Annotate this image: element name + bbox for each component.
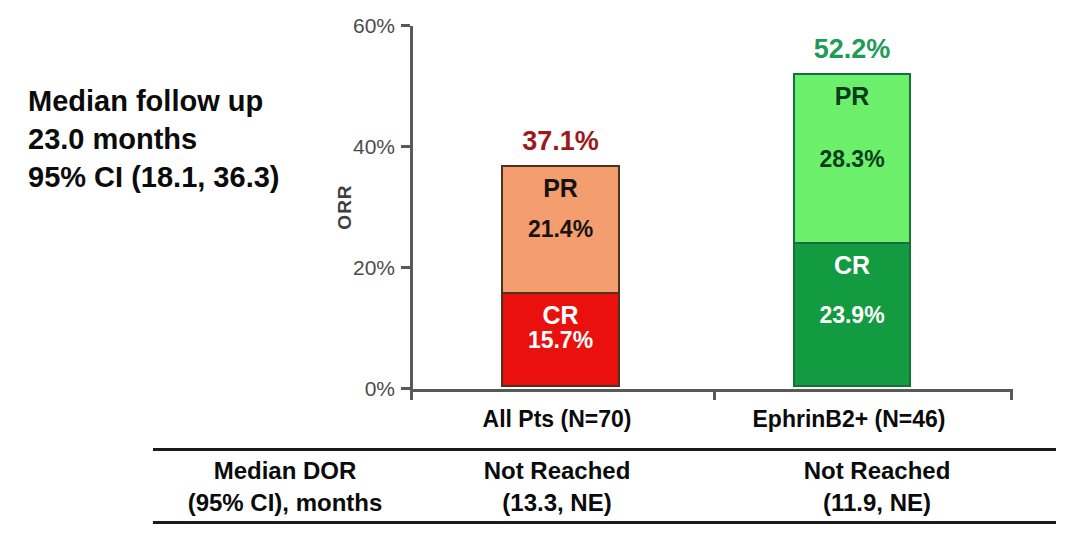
- y-axis-tick-label: 60%: [333, 15, 395, 37]
- segment-value-label: 21.4%: [503, 216, 618, 243]
- segment-value-label: 15.7%: [503, 326, 618, 353]
- annotation-line-1: Median follow up: [28, 82, 358, 120]
- y-axis-tick-label: 40%: [333, 136, 395, 158]
- annotation-line-2: 23.0 months: [28, 120, 358, 158]
- category-label-ephrinb2: EphrinB2+ (N=46): [714, 406, 984, 433]
- y-axis-title: ORR: [334, 165, 356, 249]
- x-axis-tick: [713, 392, 716, 400]
- stacked-bar: 37.1%PR21.4%CR15.7%: [501, 165, 620, 389]
- x-axis-tick: [1010, 392, 1013, 400]
- segment-value-label: 28.3%: [795, 145, 909, 172]
- bar-segment-pr: PR 28.3%: [793, 73, 911, 244]
- table-bottom-rule: [153, 521, 1056, 524]
- y-axis-tick: [401, 387, 410, 390]
- table-cell-allpts-line2: (13.3, NE): [417, 489, 697, 517]
- segment-value-label: 23.9%: [795, 301, 909, 328]
- table-cell-ephrinb2-line1: Not Reached: [717, 457, 1037, 485]
- table-cell-allpts-line1: Not Reached: [417, 457, 697, 485]
- segment-name-label: PR: [503, 174, 618, 203]
- y-axis-tick: [401, 24, 410, 27]
- bar-segment-cr: CR15.7%: [501, 292, 620, 387]
- y-axis-tick: [401, 145, 410, 148]
- bar-total-label: 37.1%: [501, 126, 620, 157]
- plot-area: 0%20%40%60%37.1%PR21.4%CR15.7%52.2%PR28.…: [410, 26, 1013, 392]
- table-row-header-line2: (95% CI), months: [150, 489, 420, 517]
- segment-name-label: CR: [795, 251, 909, 280]
- table-row-header-line1: Median DOR: [150, 457, 420, 485]
- table-cell-ephrinb2-line2: (11.9, NE): [717, 489, 1037, 517]
- y-axis-tick-label: 0%: [333, 378, 395, 400]
- bar-segment-pr: PR 21.4%: [501, 165, 620, 294]
- stacked-bar: 52.2%PR28.3%CR23.9%: [793, 73, 911, 389]
- median-followup-annotation: Median follow up 23.0 months 95% CI (18.…: [28, 82, 358, 196]
- annotation-line-3: 95% CI (18.1, 36.3): [28, 158, 358, 196]
- bar-total-label: 52.2%: [793, 34, 911, 65]
- x-axis-tick: [410, 392, 413, 400]
- category-label-all-pts: All Pts (N=70): [427, 406, 687, 433]
- y-axis-tick-label: 20%: [333, 257, 395, 279]
- slide-canvas: Median follow up 23.0 months 95% CI (18.…: [0, 0, 1080, 543]
- y-axis-tick: [401, 266, 410, 269]
- table-top-rule: [153, 448, 1056, 451]
- segment-name-label: PR: [795, 82, 909, 111]
- bar-segment-cr: CR 23.9%: [793, 242, 911, 387]
